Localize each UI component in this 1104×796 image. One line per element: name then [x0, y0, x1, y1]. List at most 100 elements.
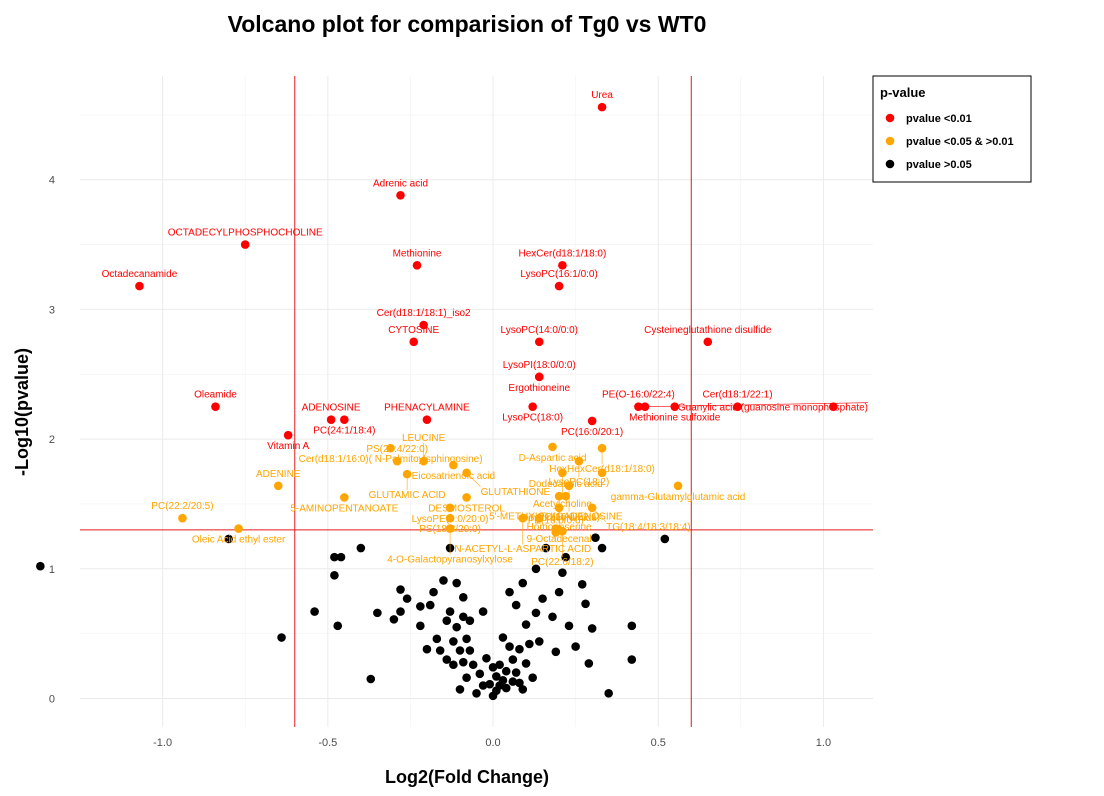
- point-label: LysoPC(18:0): [502, 413, 563, 424]
- data-point: [458, 612, 468, 622]
- data-point: [455, 646, 465, 655]
- data-point: [402, 594, 412, 603]
- data-point: [498, 633, 508, 642]
- point-label: Cer(d18:1/18:1)_iso2: [377, 308, 471, 319]
- point-label: N-ACETYL-L-ASPARTIC ACID: [454, 544, 591, 555]
- data-point: [449, 637, 458, 646]
- point-label: DESMOSTEROL: [428, 503, 505, 514]
- data-point: [634, 402, 643, 411]
- x-tick-label: 0.5: [651, 737, 666, 749]
- point-label: TG(18:4/18:3/18:4): [606, 522, 691, 533]
- point-label: 5'-METHYLTHIOADENOSINE: [489, 512, 623, 523]
- data-point: [465, 646, 475, 655]
- legend-key: [885, 159, 895, 169]
- data-point: [336, 552, 346, 562]
- data-point: [525, 639, 534, 649]
- point-label: Dihydroceramide: [521, 513, 597, 524]
- data-point: [445, 503, 455, 513]
- data-point: [571, 642, 580, 651]
- data-point: [733, 402, 742, 411]
- data-point: [429, 587, 438, 597]
- data-point: [627, 655, 637, 664]
- point-label: gamma-Glutamylglutamic acid: [611, 492, 746, 503]
- data-point: [416, 621, 425, 631]
- data-point: [597, 543, 607, 553]
- data-point: [538, 594, 547, 603]
- point-label: PS(20:4/22:0): [366, 444, 428, 455]
- data-point: [273, 481, 283, 491]
- point-label: PC(22:2/20:5): [151, 501, 213, 512]
- data-point: [442, 616, 452, 625]
- data-point: [330, 552, 339, 562]
- data-point: [465, 616, 475, 625]
- data-point: [597, 102, 607, 112]
- data-point: [534, 337, 544, 347]
- data-point: [531, 564, 541, 574]
- data-point: [340, 493, 349, 502]
- data-point: [389, 615, 399, 624]
- point-label: Urea: [591, 90, 613, 101]
- data-point: [534, 372, 544, 382]
- data-point: [591, 533, 600, 542]
- data-point: [445, 607, 455, 616]
- point-label: CYTOSINE: [388, 325, 439, 336]
- data-point: [449, 460, 458, 470]
- data-point: [472, 688, 481, 698]
- x-tick-label: 1.0: [816, 737, 831, 749]
- data-point: [462, 634, 471, 644]
- data-point: [283, 430, 293, 440]
- point-label: OCTADECYLPHOSPHOCHOLINE: [168, 228, 323, 239]
- data-point: [224, 534, 233, 544]
- point-label: PE(16:0/0:0): [528, 515, 584, 526]
- axis-ticks: -1.0 -0.5 0.0 0.5 1.0 0 1 2 3 4: [49, 175, 831, 749]
- data-point: [554, 587, 564, 597]
- point-label: Cysteineglutathione disulfide: [644, 325, 772, 336]
- legend-label: pvalue <0.01: [906, 113, 972, 125]
- point-label: Oleic Acid ethyl ester: [192, 535, 286, 546]
- data-point: [627, 621, 637, 631]
- point-label: HexCer(d18:1/18:0): [518, 248, 606, 259]
- data-point: [660, 534, 670, 544]
- point-labels: Urea Adrenic acid OCTADECYLPHOSPHOCHOLINE M…: [102, 90, 869, 568]
- label-leader-line: [645, 402, 869, 407]
- data-point: [528, 673, 537, 683]
- point-label: Methionine: [393, 248, 442, 259]
- point-label: PC(16:0/20:1): [561, 427, 623, 438]
- data-point: [396, 191, 405, 200]
- point-label: GLUTAMIC ACID: [369, 490, 446, 501]
- point-label: PHENACYLAMINE: [384, 403, 470, 414]
- data-point: [518, 685, 528, 694]
- point-label: PE(O-16:0/22:4): [602, 390, 675, 401]
- data-point: [581, 599, 590, 609]
- data-point: [829, 402, 838, 411]
- x-tick-label: 0.0: [485, 737, 500, 749]
- data-point: [468, 660, 478, 670]
- data-point: [373, 608, 382, 618]
- point-label: D-Aspartic acid: [519, 453, 587, 464]
- data-point: [508, 655, 518, 664]
- data-point: [673, 481, 683, 491]
- point-label: Eicosatrienoic acid: [412, 471, 495, 482]
- point-label: LysoPI(18:0/0:0): [503, 360, 576, 371]
- data-point: [356, 543, 366, 553]
- grid-lines: [80, 76, 873, 727]
- point-label: Vitamin A: [267, 441, 309, 452]
- data-point: [333, 621, 343, 631]
- data-point: [515, 644, 524, 654]
- data-point: [551, 647, 561, 657]
- point-label: 9-Octadecenal: [527, 534, 592, 545]
- data-point: [488, 663, 498, 672]
- data-point: [495, 660, 504, 670]
- data-point: [501, 683, 511, 693]
- point-label: GLUTATHIONE: [481, 487, 551, 498]
- point-label: LysoPE(0:0/20:0): [412, 514, 489, 525]
- data-point: [386, 443, 395, 453]
- y-tick-label: 0: [49, 693, 55, 705]
- data-point: [501, 666, 511, 676]
- data-point: [541, 543, 551, 553]
- point-label: HexHexCer(d18:1/18:0): [549, 464, 655, 475]
- data-point: [548, 612, 557, 622]
- data-point: [597, 468, 607, 478]
- data-point: [577, 580, 587, 589]
